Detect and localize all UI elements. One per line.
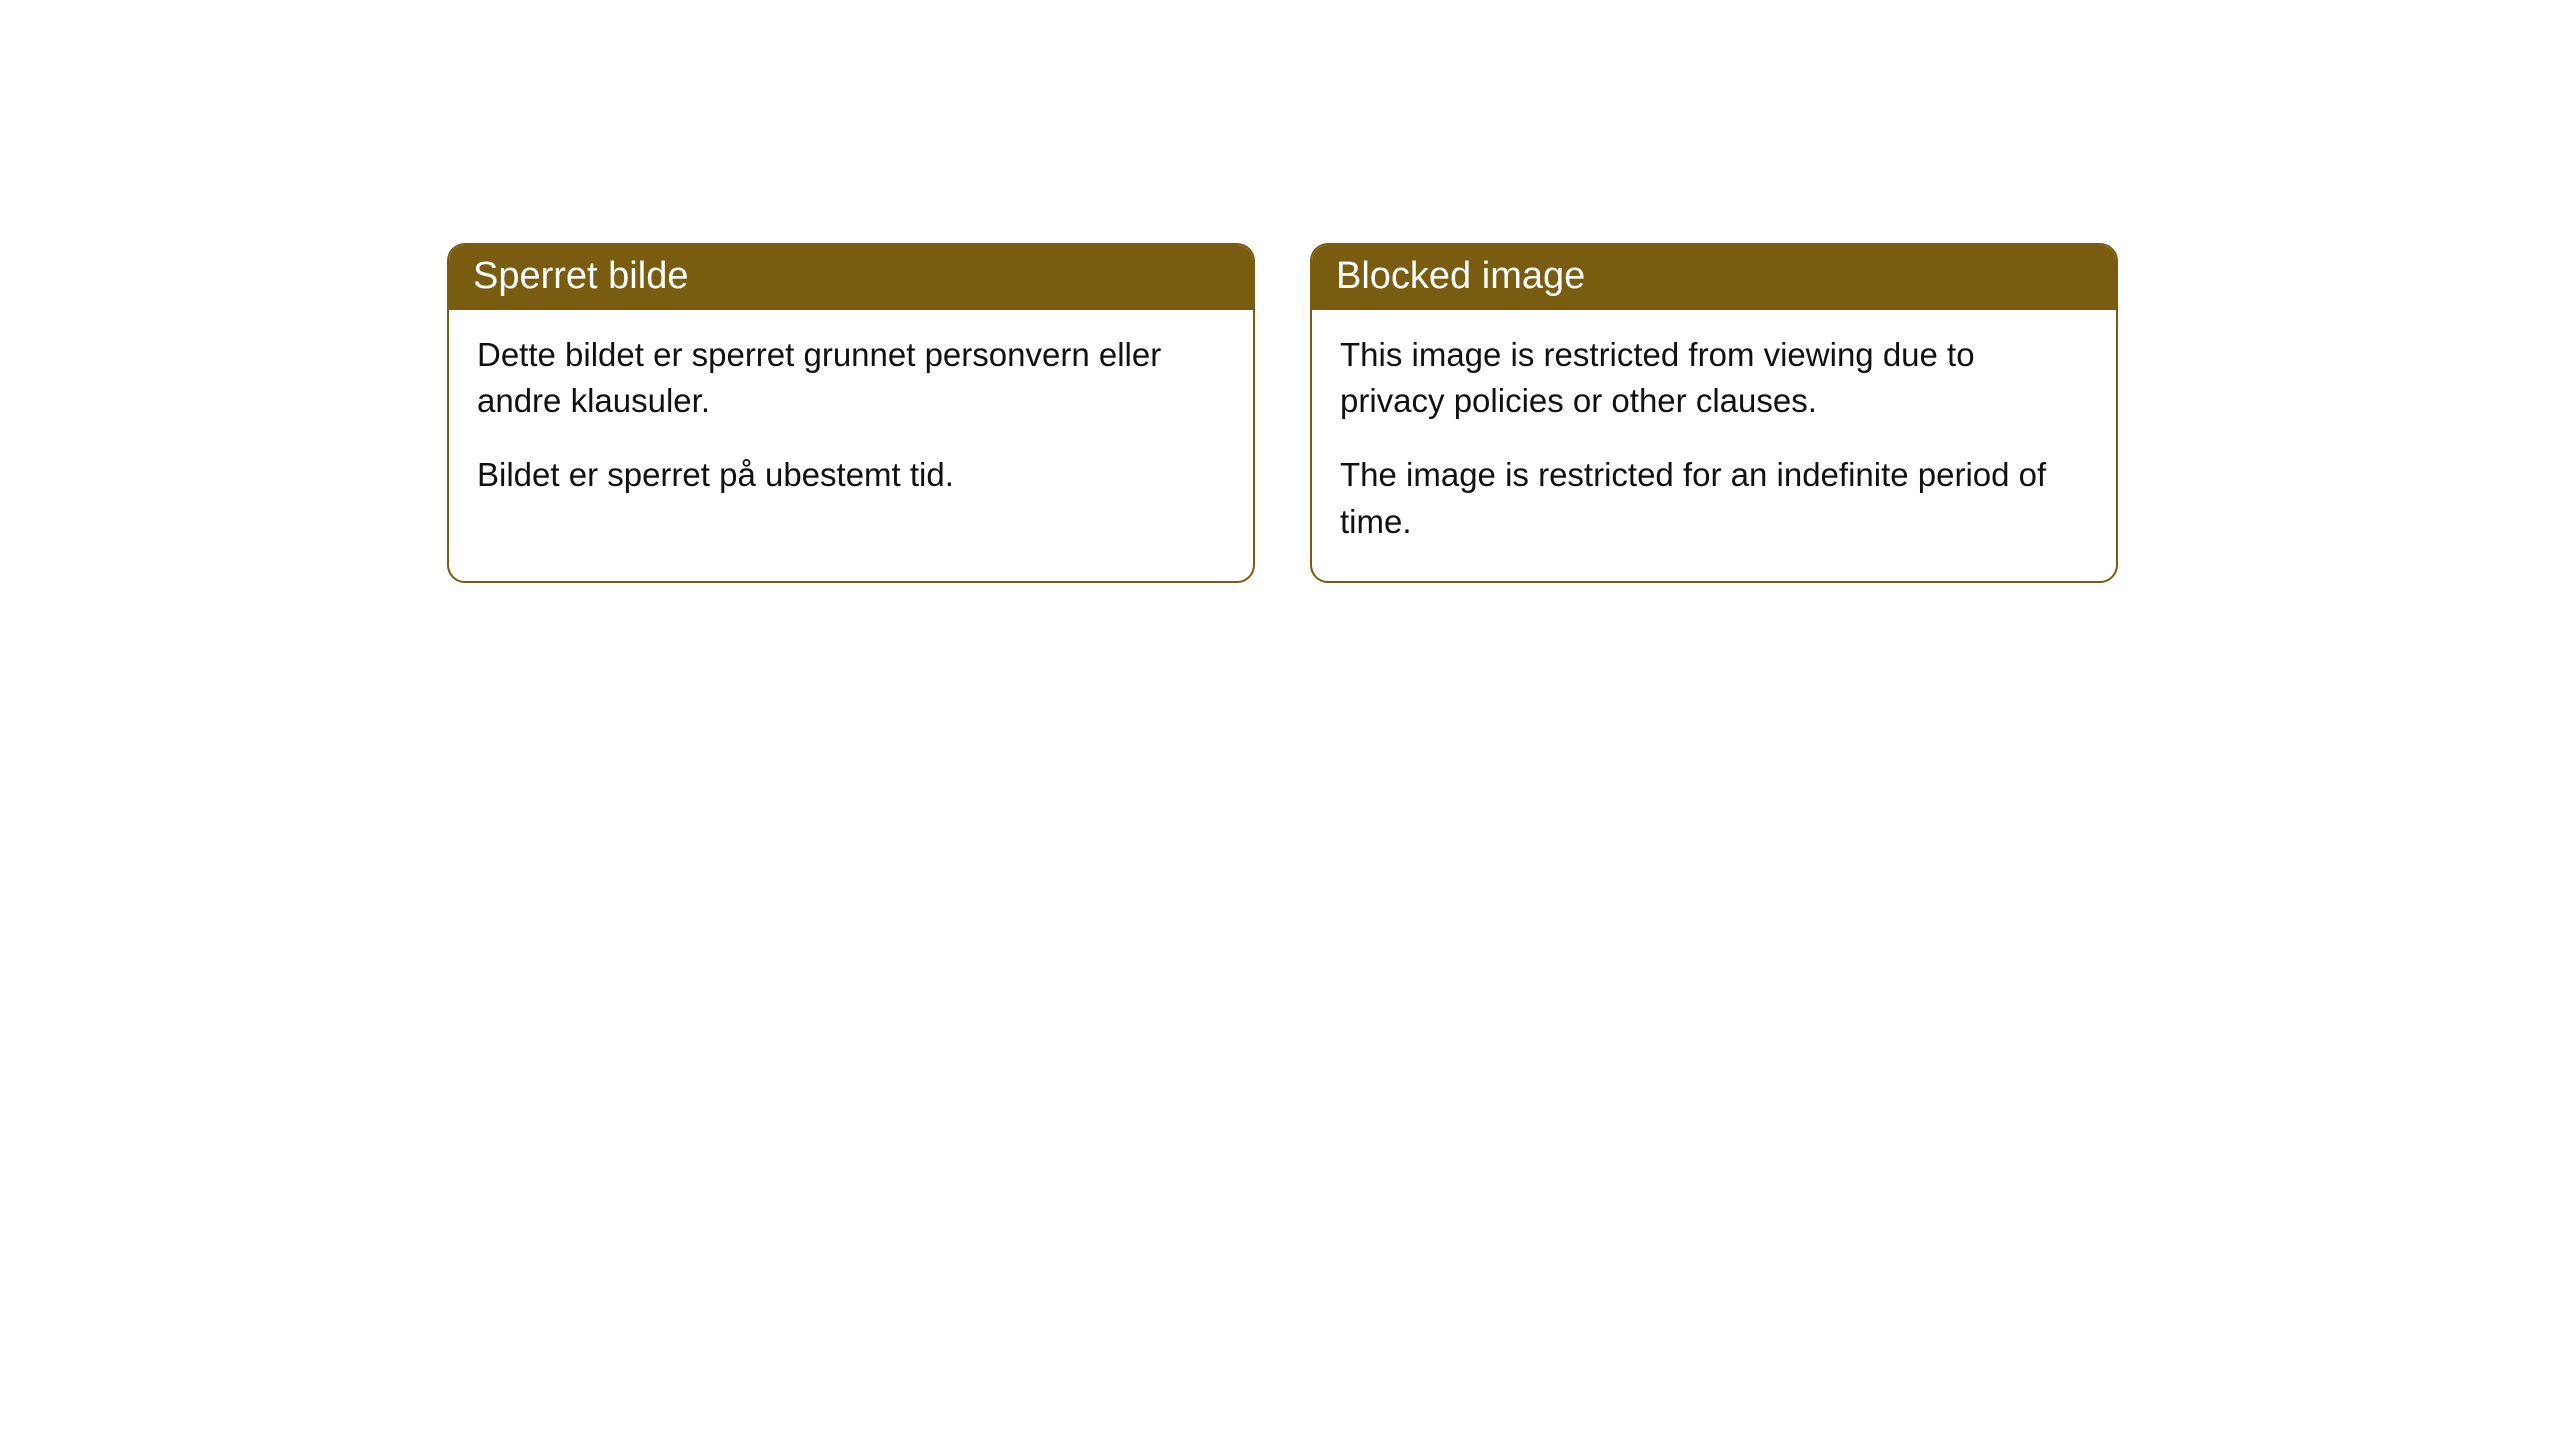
notice-paragraph: This image is restricted from viewing du… xyxy=(1340,332,2088,424)
notice-card-norwegian: Sperret bilde Dette bildet er sperret gr… xyxy=(447,243,1255,583)
card-body: This image is restricted from viewing du… xyxy=(1312,310,2116,581)
card-body: Dette bildet er sperret grunnet personve… xyxy=(449,310,1253,535)
notice-paragraph: Bildet er sperret på ubestemt tid. xyxy=(477,452,1225,498)
notice-paragraph: The image is restricted for an indefinit… xyxy=(1340,452,2088,544)
notice-container: Sperret bilde Dette bildet er sperret gr… xyxy=(0,0,2560,583)
card-header: Sperret bilde xyxy=(449,245,1253,310)
notice-paragraph: Dette bildet er sperret grunnet personve… xyxy=(477,332,1225,424)
card-header: Blocked image xyxy=(1312,245,2116,310)
notice-card-english: Blocked image This image is restricted f… xyxy=(1310,243,2118,583)
